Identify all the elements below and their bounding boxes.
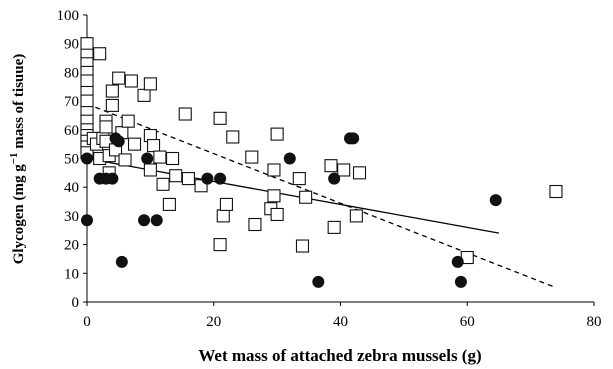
data-point-square bbox=[153, 150, 167, 164]
y-tick-label: 20 bbox=[64, 238, 79, 254]
data-point-circle bbox=[138, 214, 151, 227]
data-point-circle bbox=[454, 275, 467, 288]
data-point-square bbox=[337, 163, 351, 177]
data-point-square bbox=[213, 111, 227, 125]
x-axis-title: Wet mass of attached zebra mussels (g) bbox=[198, 346, 481, 365]
data-point-square bbox=[99, 120, 113, 134]
data-points bbox=[80, 37, 563, 288]
data-point-square bbox=[549, 184, 563, 199]
data-point-square bbox=[80, 74, 94, 88]
data-point-circle bbox=[347, 132, 360, 145]
data-point-square bbox=[143, 77, 157, 91]
data-point-square bbox=[270, 207, 284, 222]
data-point-circle bbox=[451, 255, 464, 268]
data-point-square bbox=[121, 114, 135, 128]
x-tick-label: 0 bbox=[83, 314, 91, 330]
data-point-circle bbox=[141, 152, 154, 165]
data-point-square bbox=[178, 107, 192, 121]
data-point-square bbox=[292, 172, 306, 186]
data-point-circle bbox=[112, 135, 125, 148]
data-point-circle bbox=[489, 194, 502, 207]
trend-lines bbox=[86, 103, 557, 289]
ticks: 0 10 20 30 40 50 60 70 80 90 100 0 20 40 60 80 bbox=[57, 8, 602, 330]
data-point-square bbox=[248, 217, 262, 232]
y-axis-title-main: Glycogen (mg g bbox=[11, 164, 27, 264]
x-tick-label: 60 bbox=[460, 314, 475, 330]
data-point-circle bbox=[201, 172, 214, 185]
data-point-square bbox=[169, 169, 183, 183]
data-point-square bbox=[146, 139, 161, 153]
data-point-square bbox=[349, 209, 363, 223]
data-point-circle bbox=[283, 152, 296, 165]
data-point-circle bbox=[81, 214, 93, 227]
data-point-square bbox=[299, 190, 313, 204]
data-point-square bbox=[270, 127, 284, 141]
data-point-square bbox=[105, 98, 119, 112]
data-point-square bbox=[156, 177, 170, 191]
data-point-circle bbox=[106, 172, 119, 185]
data-point-square bbox=[80, 37, 94, 51]
data-point-circle bbox=[81, 152, 93, 165]
y-tick-label: 10 bbox=[64, 266, 79, 282]
y-tick-label: 50 bbox=[64, 152, 79, 168]
data-point-circle bbox=[115, 255, 128, 268]
data-point-square bbox=[352, 166, 367, 180]
y-axis-title-superscript: −1 bbox=[8, 153, 20, 165]
data-point-square bbox=[181, 172, 195, 186]
x-tick-label: 20 bbox=[206, 314, 221, 330]
data-point-square bbox=[137, 88, 151, 102]
trend-line-dashed bbox=[86, 103, 557, 289]
data-point-square bbox=[127, 137, 142, 151]
data-point-square bbox=[118, 153, 132, 167]
x-tick-label: 80 bbox=[587, 314, 602, 330]
data-point-square bbox=[245, 150, 259, 164]
data-point-circle bbox=[214, 172, 227, 185]
data-point-circle bbox=[150, 214, 163, 227]
data-point-square bbox=[267, 163, 281, 177]
y-axis-title-rest: mass of tisuue) bbox=[11, 54, 27, 153]
data-point-square bbox=[226, 130, 240, 144]
data-point-square bbox=[267, 189, 281, 203]
y-tick-label: 80 bbox=[64, 65, 79, 81]
y-tick-label: 0 bbox=[72, 295, 80, 311]
data-point-square bbox=[162, 197, 176, 211]
data-point-square bbox=[213, 238, 227, 252]
data-point-square bbox=[324, 159, 338, 173]
data-point-circle bbox=[312, 275, 325, 288]
data-point-square bbox=[143, 163, 157, 177]
data-point-square bbox=[219, 197, 233, 211]
y-tick-label: 30 bbox=[64, 209, 79, 225]
y-tick-label: 100 bbox=[57, 8, 80, 24]
x-tick-label: 40 bbox=[333, 314, 348, 330]
data-point-square bbox=[105, 84, 119, 98]
y-tick-label: 70 bbox=[64, 94, 79, 110]
y-tick-label: 40 bbox=[64, 180, 79, 196]
data-point-square bbox=[93, 47, 107, 61]
data-point-square bbox=[327, 220, 341, 234]
data-point-square bbox=[80, 94, 94, 108]
y-tick-label: 90 bbox=[64, 37, 79, 53]
y-tick-label: 60 bbox=[64, 123, 79, 139]
data-point-circle bbox=[328, 172, 341, 185]
data-point-square bbox=[166, 151, 180, 166]
data-point-square bbox=[124, 74, 138, 88]
data-point-square bbox=[112, 71, 126, 85]
y-axis-title: Glycogen (mg g−1 mass of tisuue) bbox=[8, 54, 27, 265]
data-point-square bbox=[295, 239, 310, 253]
data-point-square bbox=[216, 209, 230, 223]
